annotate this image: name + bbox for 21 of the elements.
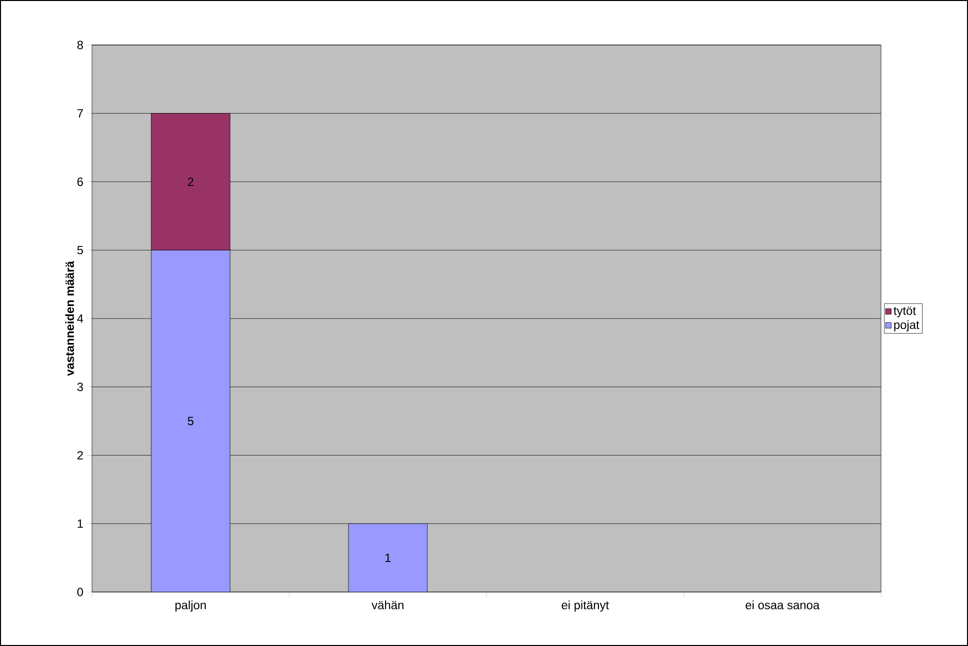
y-tick-label: 6 [77,178,83,186]
y-tick-label: 5 [77,246,83,254]
x-tick-label: ei osaa sanoa [746,600,820,610]
data-label: 2 [188,178,194,186]
y-tick-label: 4 [77,314,84,323]
y-tick-label: 2 [77,451,83,460]
x-tick-label: ei pitänyt [562,600,609,612]
bar [348,523,428,592]
legend-label: pojat [894,320,920,332]
y-tick-label: 0 [77,588,84,596]
x-tick-label: vähän [372,600,404,610]
y-tick-label: 1 [78,520,83,528]
x-tick-label: paljon [175,600,206,612]
y-axis-title: vastanneiden määrä [65,261,74,376]
data-label: 1 [385,554,391,562]
y-tick-label: 8 [77,40,83,50]
bar [150,250,230,592]
y-tick-label: 3 [77,382,83,392]
data-label: 5 [188,416,194,426]
legend-label: tytöt [894,306,916,318]
y-tick-label: 7 [77,109,83,118]
